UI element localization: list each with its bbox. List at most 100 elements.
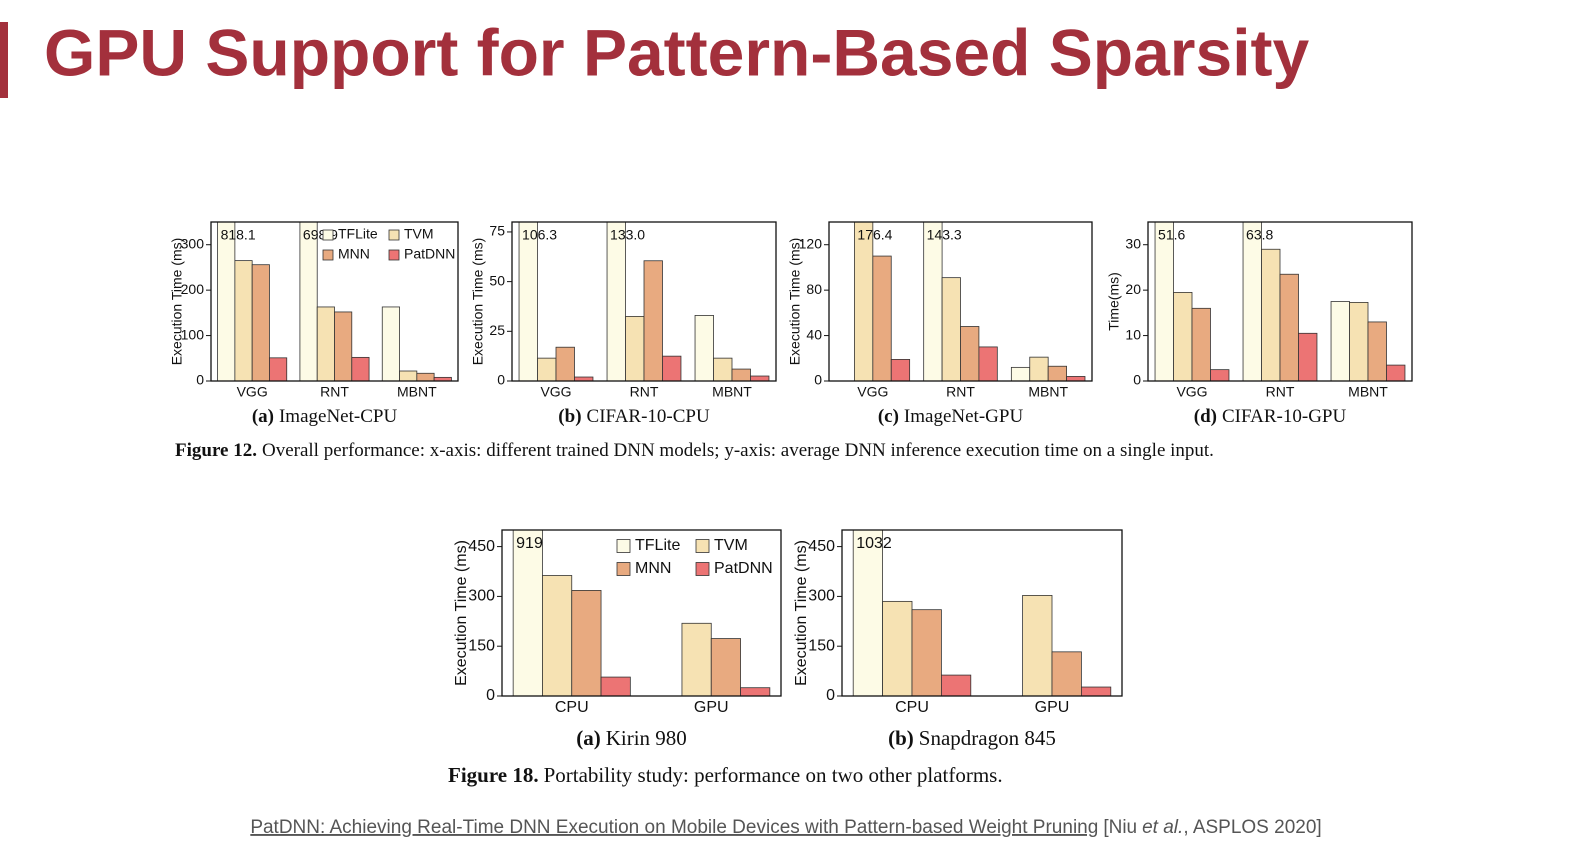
bar <box>416 372 435 381</box>
x-tick-label: VGG <box>857 384 888 400</box>
bars <box>518 222 770 381</box>
figure-caption: Figure 12. Overall performance: x-axis: d… <box>175 440 1214 461</box>
y-axis-label: Time(ms) <box>1106 272 1122 331</box>
bar <box>625 316 645 381</box>
plot-frame <box>210 221 459 382</box>
citation-text: , ASPLOS 2020] <box>1183 817 1321 838</box>
citation-text: [Niu <box>1103 817 1137 838</box>
bar <box>1010 366 1031 381</box>
bar <box>512 530 543 696</box>
legend-swatch <box>388 249 400 261</box>
value-label: 133.0 <box>610 227 645 243</box>
subcaption: (c) ImageNet-GPU <box>878 406 1024 427</box>
bar <box>316 306 335 381</box>
bar <box>882 600 913 696</box>
y-tick-label: 0 <box>1133 372 1141 388</box>
bar <box>381 306 400 381</box>
bar <box>1298 332 1318 381</box>
bar <box>1154 222 1174 381</box>
y-tick-label: 80 <box>806 281 822 297</box>
y-tick-label: 10 <box>1125 326 1141 342</box>
bar <box>731 368 751 381</box>
bar <box>351 356 370 381</box>
y-tick-label: 100 <box>181 326 205 342</box>
value-label: 106.3 <box>522 227 557 243</box>
subcaption-label: (a) <box>252 406 274 427</box>
y-tick-label: 150 <box>808 637 835 654</box>
y-axis-label: Execution Time (ms) <box>470 238 486 366</box>
value-label: 143.3 <box>927 227 962 243</box>
slide-title: GPU Support for Pattern-Based Sparsity <box>44 15 1310 89</box>
bar <box>234 260 253 381</box>
bars <box>854 222 1086 381</box>
bar <box>1051 651 1082 696</box>
bar <box>681 622 712 696</box>
subcaption: (d) CIFAR-10-GPU <box>1194 406 1347 427</box>
subcaption-text: ImageNet-GPU <box>904 406 1024 427</box>
bar <box>941 277 961 381</box>
bar <box>872 255 892 381</box>
subcaption: (a) ImageNet-CPU <box>252 406 398 427</box>
plot-frame <box>841 529 1123 697</box>
bar <box>1081 686 1112 696</box>
plot-frame <box>511 221 777 382</box>
x-tick-label: RNT <box>630 384 659 400</box>
bar <box>334 311 353 381</box>
bar <box>710 638 741 696</box>
subcaption: (a) Kirin 980 <box>576 726 687 750</box>
x-tick-label: CPU <box>555 699 589 716</box>
legend-label: TVM <box>714 537 748 554</box>
y-tick-label: 450 <box>808 538 835 555</box>
figure-text: Portability study: performance on two ot… <box>544 763 1003 787</box>
y-tick-label: 40 <box>806 326 822 342</box>
bar <box>643 260 663 381</box>
title-accent <box>0 22 8 98</box>
value-label: 1032 <box>856 535 892 552</box>
legend-swatch <box>322 249 334 261</box>
value-label: 176.4 <box>857 227 892 243</box>
bars <box>1154 222 1406 381</box>
bars <box>852 530 1112 696</box>
x-tick-label: GPU <box>1035 699 1070 716</box>
bar <box>1386 364 1406 381</box>
bar <box>911 609 942 696</box>
y-tick-label: 300 <box>181 235 205 251</box>
y-tick-label: 75 <box>489 223 505 239</box>
bar <box>269 357 288 381</box>
plot-frame <box>501 529 782 697</box>
value-label: 919 <box>516 535 543 552</box>
bar <box>713 357 733 381</box>
y-tick-label: 0 <box>196 372 204 388</box>
y-tick-label: 300 <box>468 588 495 605</box>
figure-label: Figure 18. <box>448 763 539 787</box>
bar <box>1367 321 1387 381</box>
y-tick-label: 0 <box>826 687 835 704</box>
figure-text: Overall performance: x-axis: different t… <box>262 440 1214 461</box>
x-tick-label: MBNT <box>397 384 437 400</box>
figure-label: Figure 12. <box>175 440 257 461</box>
y-axis-label: Execution Time (ms) <box>453 540 470 686</box>
bar <box>1261 248 1281 381</box>
y-tick-label: 0 <box>486 687 495 704</box>
bar <box>1279 273 1299 381</box>
bar <box>1242 222 1262 381</box>
legend-label: TVM <box>404 226 434 242</box>
bar <box>750 375 770 381</box>
bar <box>740 687 771 696</box>
citation-link[interactable]: PatDNN: Achieving Real-Time DNN Executio… <box>250 817 1098 838</box>
bar <box>890 359 911 381</box>
legend-swatch <box>388 229 400 241</box>
bar <box>518 222 538 381</box>
x-tick-label: GPU <box>694 699 729 716</box>
x-tick-label: MBNT <box>1348 384 1388 400</box>
y-tick-label: 25 <box>489 322 505 338</box>
x-tick-label: VGG <box>1176 384 1207 400</box>
bar <box>433 376 452 381</box>
bar <box>1029 356 1049 381</box>
legend-swatch <box>616 562 631 576</box>
